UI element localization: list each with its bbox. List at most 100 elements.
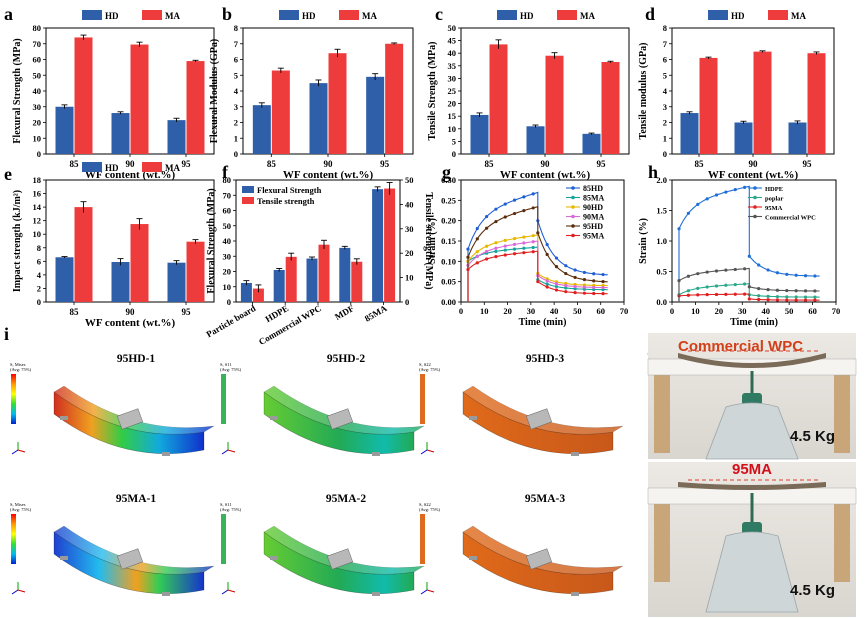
y-tick-label: 30 (448, 73, 457, 83)
legend-marker (571, 233, 575, 238)
y-axis-label: Impact strength (kJ/m²) (12, 190, 23, 292)
bar-ma (489, 44, 508, 154)
series-marker (522, 208, 526, 213)
legend-label: HDPE (765, 186, 783, 193)
photo-load-label-2: 4.5 Kg (790, 582, 836, 599)
series-marker (531, 234, 535, 238)
legend-swatch (142, 10, 162, 20)
series-marker (545, 282, 549, 286)
y-axis-label: Flexural Modulus (GPa) (209, 39, 220, 143)
photo-bottle-cap (742, 522, 762, 534)
series-marker (724, 283, 728, 287)
series-marker (475, 226, 479, 231)
bar-ma (186, 61, 205, 155)
series-marker (564, 283, 568, 288)
y-tick-label: 18 (33, 175, 42, 185)
x-axis-label: WF content (wt.%) (85, 317, 176, 329)
y-tick-label: 0.30 (441, 175, 456, 185)
series-marker (785, 272, 789, 276)
fea-legend-title: S, Mises (10, 362, 26, 368)
series-marker (686, 293, 691, 297)
y-tick-label: 1.0 (656, 236, 667, 246)
legend-swatch (242, 197, 254, 204)
bar-hd (582, 133, 601, 154)
fea-support (270, 416, 278, 420)
y-tick-label: 0.10 (441, 256, 456, 266)
series-marker (794, 295, 798, 299)
bar-ma (699, 57, 718, 154)
series-marker (512, 211, 517, 216)
bar-ma (271, 70, 290, 154)
bar-ma (601, 62, 620, 154)
legend-swatch (82, 10, 102, 20)
series-marker (775, 295, 780, 299)
photo-caption-commercial-wpc: Commercial WPC (678, 338, 804, 355)
bar-ma (130, 224, 149, 302)
fea-legend-avg: (Avg: 75%) (419, 507, 441, 512)
series-marker (705, 270, 709, 274)
series-marker (522, 246, 526, 250)
series-marker (714, 269, 719, 273)
series-marker (705, 285, 709, 289)
series-marker (743, 267, 747, 271)
fea-axis-triad (17, 589, 26, 593)
photo-specimen (678, 353, 826, 368)
series-marker (485, 249, 489, 254)
fea-load-block (116, 408, 144, 430)
y-axis-label: Strain (%) (427, 218, 438, 264)
fea-load-block (326, 408, 354, 430)
y-right-axis-label: Tensile strength (MPa) (423, 192, 434, 289)
fea-legend-avg: (Avg: 75%) (419, 367, 441, 372)
chart-panel-e: e 0 2 4 6 8 10 12 14 16 18 Impact strength (kJ/m²) 8… (4, 162, 215, 329)
x-tick-label: 95 (597, 159, 607, 169)
y-tick-label: 10 (223, 282, 232, 292)
series-marker (531, 206, 535, 210)
legend-label: MA (165, 11, 180, 21)
y-tick-label: 30 (33, 102, 42, 112)
fea-legend-title: S, S22 (419, 502, 431, 508)
series-marker (743, 292, 747, 296)
y-axis-label: Flexural Strength (MPa) (206, 188, 217, 293)
series-marker (686, 289, 691, 293)
fea-load-block (525, 548, 553, 570)
series-marker (545, 252, 549, 257)
legend-label: 95MA (765, 205, 783, 212)
series-marker (794, 289, 798, 293)
photo-wood-post (654, 373, 670, 453)
y-tick-label: 14 (33, 202, 42, 212)
legend-label: 95HD (583, 222, 603, 231)
chart-panel-h: h 0.0 0.5 1.0 1.5 2.0 Strain (%) 0 10 20 30 40 50 60 7… (638, 162, 840, 328)
legend-label: Flexural Strength (257, 185, 322, 195)
series-marker (743, 282, 747, 286)
series-marker (601, 279, 605, 284)
x-tick-label: 20 (503, 306, 512, 316)
bar-flexural-strength (339, 247, 351, 302)
legend-marker (753, 214, 757, 219)
series-marker (714, 284, 719, 288)
y-tick-label: 16 (33, 189, 42, 199)
x-tick-label: 70 (620, 306, 629, 316)
series-line-95ma (467, 250, 608, 302)
y-tick-label: 5 (234, 70, 238, 80)
bar-ma (753, 51, 772, 154)
legend-swatch (142, 162, 162, 172)
fea-legend-avg: (Avg: 75%) (10, 367, 32, 372)
series-marker (564, 264, 568, 268)
fea-panel-95ma-2: S, S11(Avg: 75%) 95MA-2 (220, 493, 425, 596)
y-axis-label: Flexural Strength (MPa) (12, 38, 23, 143)
fea-support (270, 556, 278, 560)
y-tick-label: 1 (663, 133, 667, 143)
series-marker (785, 295, 789, 299)
legend-label: HD (105, 163, 119, 173)
x-tick-label: 95 (803, 159, 813, 169)
bar-ma (328, 53, 347, 155)
y-right-tick-label: 50 (405, 175, 414, 185)
y-tick-label: 0.00 (441, 297, 456, 307)
series-marker (554, 288, 559, 292)
series-marker (512, 198, 517, 202)
x-tick-label: 85 (267, 159, 277, 169)
bar-tensile-strength (318, 244, 330, 302)
y-tick-label: 8 (663, 23, 667, 33)
series-marker (503, 202, 507, 206)
fea-panel-title: 95MA-1 (116, 493, 156, 505)
